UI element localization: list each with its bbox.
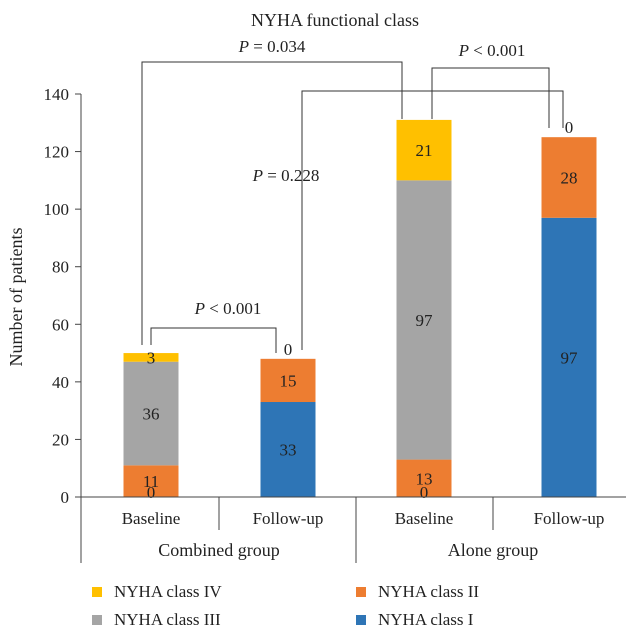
segment-value-label: 0 [284, 340, 293, 359]
y-tick-label: 0 [61, 488, 70, 507]
segment-value-label: 15 [280, 371, 297, 390]
segment-value-label: 97 [416, 311, 434, 330]
y-axis-title: Number of patients [6, 228, 26, 367]
chart-title: NYHA functional class [251, 10, 419, 30]
segment-value-label: 97 [561, 348, 579, 367]
legend-swatch [92, 587, 102, 597]
segment-value-label: 3 [147, 348, 156, 367]
p-value-annotation: P < 0.001 [458, 41, 526, 60]
segment-value-label: 28 [561, 168, 578, 187]
y-tick-label: 120 [44, 143, 70, 162]
segment-value-label: 11 [143, 472, 159, 491]
bar-segment [541, 137, 597, 218]
legend-item: NYHA class III [92, 610, 221, 629]
bar-segment [396, 119, 452, 181]
p-value-annotation: P = 0.228 [252, 166, 320, 185]
y-tick-label: 80 [52, 258, 69, 277]
bar-segment [123, 465, 179, 497]
x-group-label: Alone group [448, 540, 538, 560]
x-group-label: Combined group [158, 540, 280, 560]
segment-value-label: 21 [416, 141, 433, 160]
segment-value-label: 0 [565, 118, 574, 137]
x-category-label: Follow-up [534, 509, 605, 528]
y-tick-label: 60 [52, 315, 69, 334]
segment-value-label: 13 [416, 469, 433, 488]
bar-segment [123, 353, 179, 362]
legend-label: NYHA class IV [114, 582, 222, 601]
segment-value-label: 36 [143, 405, 160, 424]
legend-swatch [356, 587, 366, 597]
bar-segment [541, 217, 597, 497]
y-tick-label: 40 [52, 373, 69, 392]
legend-label: NYHA class II [378, 582, 479, 601]
x-category-label: Baseline [122, 509, 181, 528]
significance-bracket [141, 61, 403, 345]
legend-item: NYHA class I [356, 610, 474, 629]
segment-value-label: 0 [147, 483, 156, 502]
x-category-label: Follow-up [253, 509, 324, 528]
p-value-annotation: P = 0.034 [238, 37, 306, 56]
bar-segment [260, 358, 316, 403]
significance-bracket [431, 67, 550, 128]
legend-label: NYHA class I [378, 610, 474, 629]
y-tick-label: 20 [52, 430, 69, 449]
segment-value-label: 0 [420, 483, 429, 502]
bar-segment [260, 402, 316, 497]
legend-swatch [92, 615, 102, 625]
p-value-annotation: P < 0.001 [194, 299, 262, 318]
legend-item: NYHA class IV [92, 582, 222, 601]
bar-segment [396, 459, 452, 497]
significance-bracket [150, 327, 277, 353]
bar-segment [396, 180, 452, 460]
x-category-label: Baseline [395, 509, 454, 528]
y-tick-label: 100 [44, 200, 70, 219]
bar-segment [123, 361, 179, 466]
segment-value-label: 33 [280, 441, 297, 460]
legend-item: NYHA class II [356, 582, 479, 601]
legend-swatch [356, 615, 366, 625]
legend-label: NYHA class III [114, 610, 221, 629]
y-tick-label: 140 [44, 85, 70, 104]
